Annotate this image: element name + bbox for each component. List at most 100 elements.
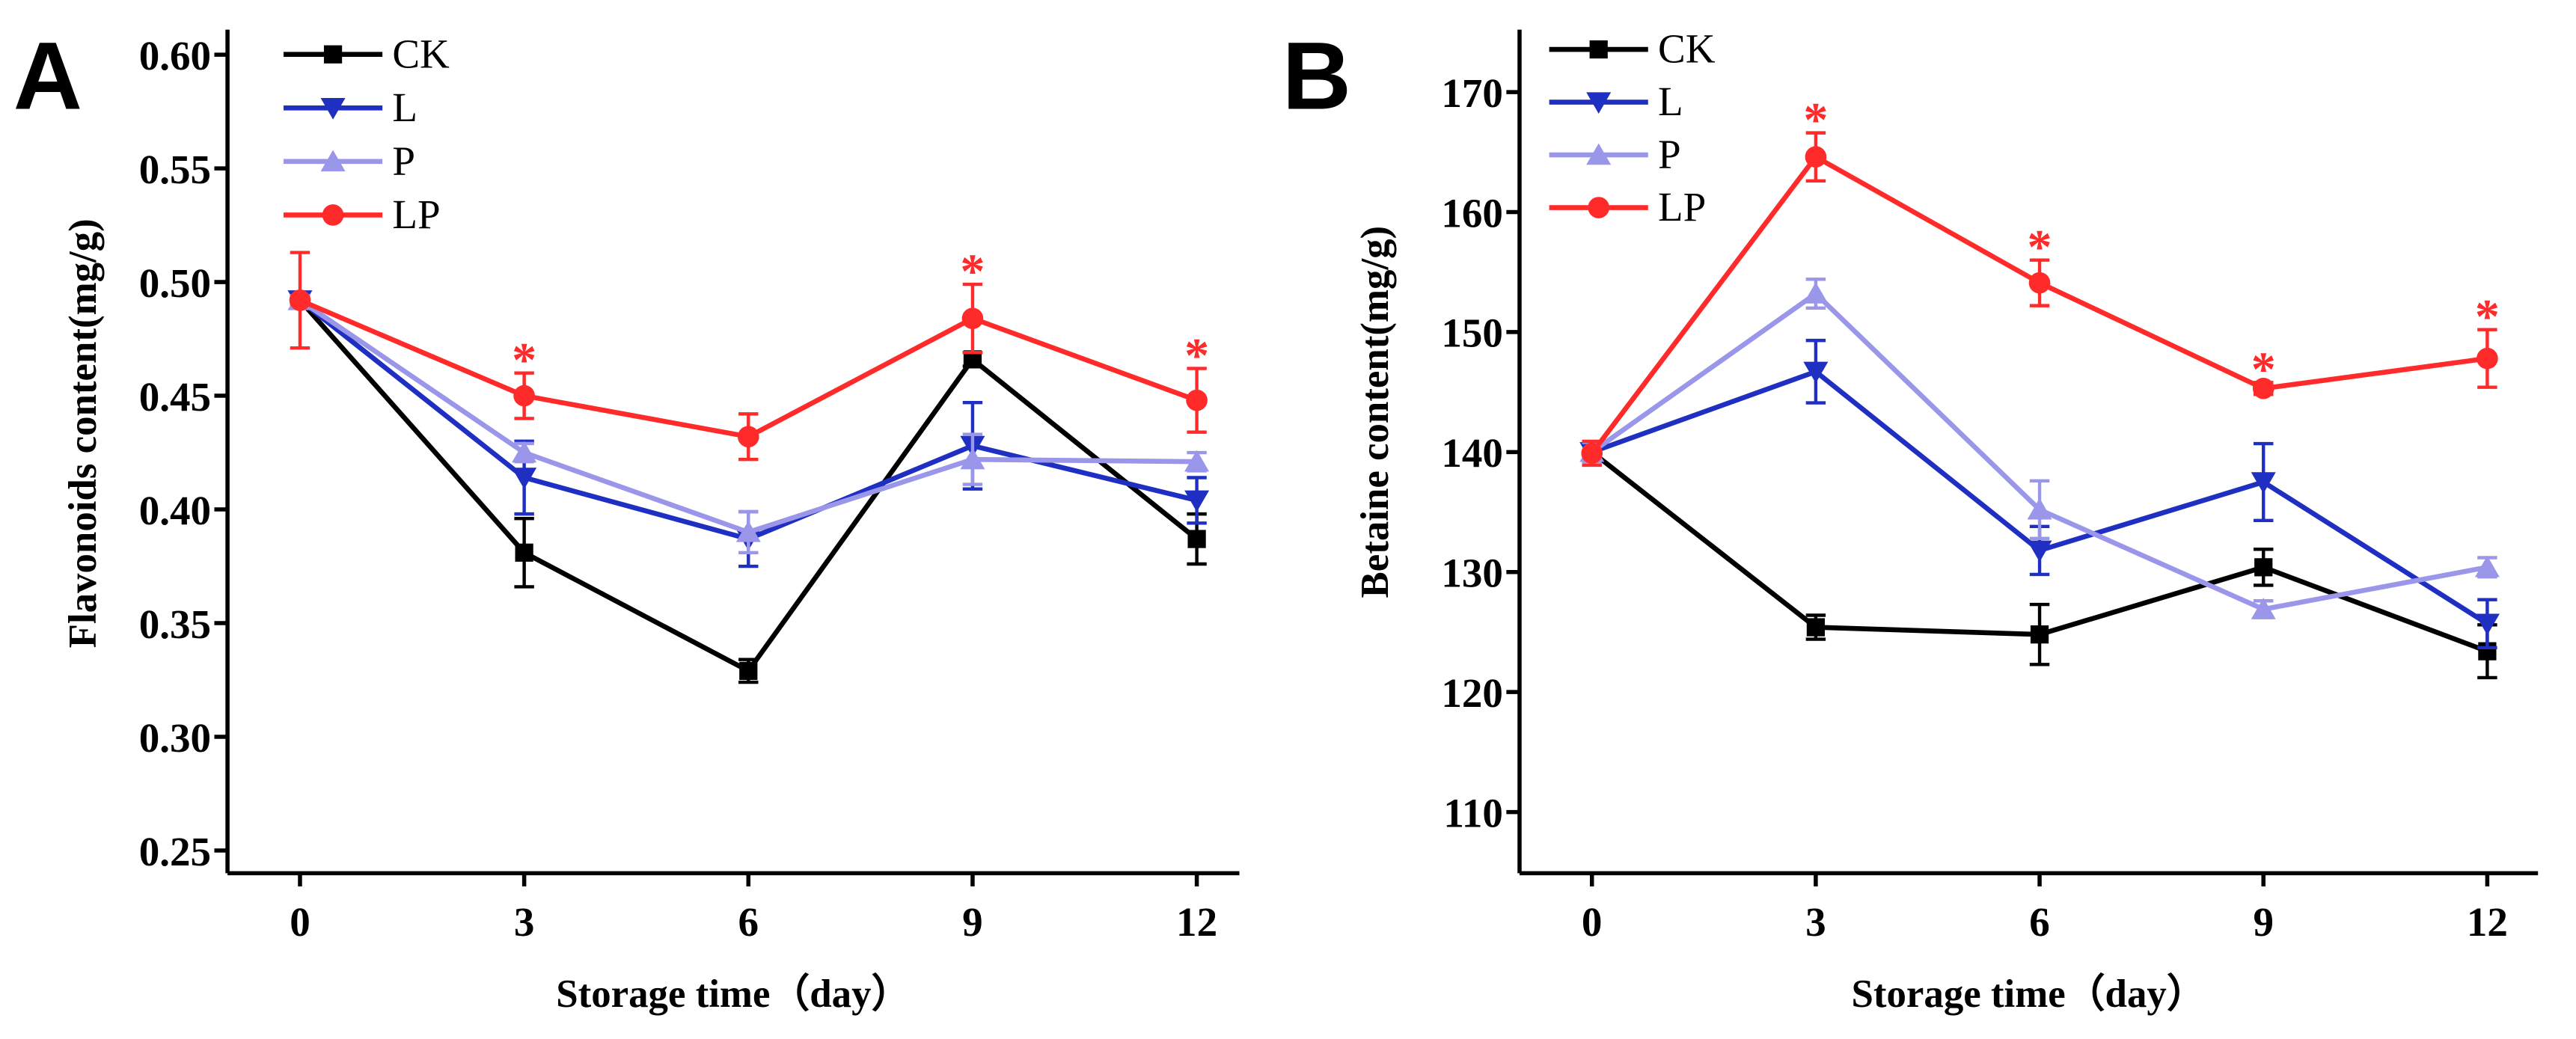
marker-p-day-9 [960,447,985,470]
marker-lp-day-0 [289,289,311,311]
y-tick-label: 150 [1441,310,1503,356]
marker-lp-day-9 [961,307,984,330]
y-tick-label: 0.35 [139,601,211,647]
marker-l-day-12 [2474,613,2500,636]
legend-item-ck: CK [283,31,450,76]
legend-label: L [1658,79,1683,124]
marker-ck-day-6 [2030,625,2049,644]
x-axis-title: Storage time（day） [1852,971,2206,1016]
panel-label: B [1282,22,1351,129]
marker-lp-day-12 [2476,347,2498,370]
legend-label: CK [392,31,450,76]
x-tick-label: 12 [1176,899,1217,945]
y-tick-label: 0.40 [139,488,211,533]
marker-p-day-9 [2251,598,2276,619]
marker-l-day-6 [2027,540,2052,563]
legend-marker [322,204,344,226]
legend-label: LP [392,191,440,237]
x-axis-title: Storage time（day） [556,971,911,1016]
marker-p-day-6 [735,521,761,542]
marker-l-day-12 [1184,490,1210,512]
legend-item-lp: LP [283,191,441,237]
series-l [1579,338,2500,650]
panel-a: A 0.25 0.30 0.35 0.40 0.45 0.50 0.55 0.60 0 3 6 9 12 F… [13,22,1240,1016]
marker-lp-day-3 [513,384,535,407]
marker-p-day-12 [1184,450,1210,472]
legend-label: CK [1658,26,1716,72]
y-axis-title: Betaine content(mg/g) [1353,226,1397,598]
y-tick-label: 170 [1441,70,1503,116]
marker-lp-day-6 [737,426,759,448]
x-tick-label: 12 [2467,899,2508,945]
panel-label: A [13,22,82,129]
marker-ck-day-3 [1806,618,1825,637]
y-tick-label: 130 [1441,551,1503,596]
x-tick-label: 6 [2029,899,2050,945]
marker-lp-day-9 [2252,377,2274,399]
marker-l-day-3 [512,468,537,489]
marker-lp-day-6 [2028,272,2051,294]
legend-item-lp: LP [1549,184,1706,230]
significance-mark-day-9: * [960,245,985,299]
marker-p-day-12 [2474,555,2500,577]
x-tick-label: 3 [514,899,535,945]
marker-l-day-3 [1803,361,1829,384]
legend-marker [1586,92,1612,114]
legend-marker [1586,143,1612,165]
y-axis-title: Flavonoids content(mg/g) [61,218,105,648]
legend-marker [1588,197,1610,218]
panel-b: B 110 120 130 140 150 160 170 0 3 6 9 12 Betaine cont… [1282,22,2539,1016]
x-tick-label: 0 [290,899,310,945]
significance-mark-day-3: * [512,333,536,387]
legend-label: P [1658,132,1681,177]
y-tick-label: 110 [1443,790,1503,836]
y-tick-label: 140 [1441,430,1503,476]
y-tick-label: 160 [1441,190,1503,236]
marker-p-day-3 [512,441,537,463]
marker-lp-day-0 [1581,442,1603,465]
significance-mark-day-3: * [1803,93,1828,147]
y-tick-label: 0.50 [139,260,211,306]
series-lp [289,251,1208,462]
significance-mark-day-12: * [2475,289,2500,344]
legend: CK LP LP [283,31,450,237]
marker-p-day-6 [2027,497,2052,520]
legend-item-ck: CK [1549,26,1716,72]
marker-ck-day-6 [739,661,758,680]
marker-lp-day-3 [1805,146,1827,168]
marker-lp-day-12 [1186,389,1208,411]
marker-ck-day-12 [1187,530,1206,548]
y-tick-label: 0.60 [139,33,211,79]
legend-item-l: L [283,85,417,130]
y-tick-label: 120 [1441,670,1503,716]
marker-ck-day-3 [515,543,533,562]
legend-label: L [392,85,417,130]
y-tick-label: 0.45 [139,374,211,420]
legend-marker [320,98,346,120]
legend-label: LP [1658,184,1706,230]
x-tick-label: 3 [1805,899,1826,945]
marker-ck-day-9 [2254,558,2273,577]
y-tick-label: 0.30 [139,715,211,761]
y-tick-label: 0.55 [139,147,211,192]
significance-mark-day-9: * [2251,343,2276,397]
x-tick-label: 9 [2253,899,2274,945]
legend-item-p: P [1549,132,1681,177]
series-lp [1581,131,2498,468]
significance-mark-day-6: * [2028,220,2052,275]
marker-l-day-9 [2251,472,2276,494]
x-tick-label: 0 [1582,899,1603,945]
x-tick-label: 6 [738,899,759,945]
legend-item-l: L [1549,79,1683,124]
legend-marker [1589,40,1608,59]
legend-marker [320,150,346,172]
legend-marker [323,45,343,64]
marker-p-day-3 [1803,282,1829,304]
legend: CK LP LP [1549,26,1716,230]
legend-item-p: P [283,138,415,183]
significance-mark-day-12: * [1184,328,1209,383]
y-tick-label: 0.25 [139,829,211,874]
x-tick-label: 9 [962,899,983,945]
